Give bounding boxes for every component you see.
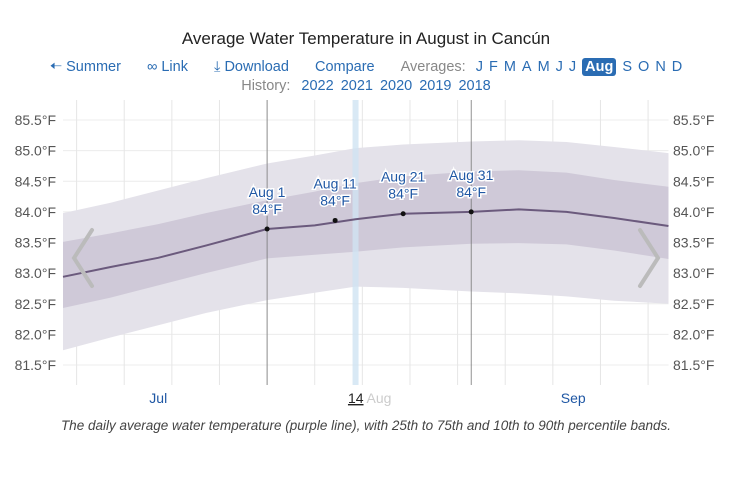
month-5[interactable]: J xyxy=(555,59,563,75)
month-7[interactable]: Aug xyxy=(582,58,617,76)
annotation-date: Aug 1 xyxy=(249,184,286,200)
nav-bar: 🠠 Summer ∞ Link ⤓ Download Compare Avera… xyxy=(0,56,732,81)
y-tick-right: 84.5°F xyxy=(673,173,714,189)
y-tick-left: 85.5°F xyxy=(15,112,56,128)
year-2018[interactable]: 2018 xyxy=(458,78,491,94)
year-2020[interactable]: 2020 xyxy=(379,78,413,94)
annotation-date: Aug 31 xyxy=(449,167,494,183)
month-6[interactable]: J xyxy=(568,59,577,75)
month-3[interactable]: A xyxy=(521,59,532,75)
month-4[interactable]: M xyxy=(537,59,550,75)
band-25-75 xyxy=(63,170,669,309)
year-2019[interactable]: 2019 xyxy=(419,78,452,94)
y-tick-right: 85.5°F xyxy=(673,112,714,128)
y-tick-right: 83.0°F xyxy=(673,265,714,281)
y-tick-left: 82.0°F xyxy=(15,326,56,342)
y-tick-left: 85.0°F xyxy=(15,143,56,159)
y-tick-left: 84.5°F xyxy=(15,173,56,189)
annotation-date: Aug 11 xyxy=(313,175,357,191)
data-point xyxy=(468,209,474,215)
chevron-right-icon[interactable] xyxy=(638,228,661,288)
y-tick-left: 83.5°F xyxy=(15,235,56,251)
chevron-left-icon[interactable] xyxy=(71,228,94,288)
y-tick-left: 84.0°F xyxy=(15,204,56,220)
year-2021[interactable]: 2021 xyxy=(340,78,373,94)
month-list: J F M A M J J Aug S O N D xyxy=(470,58,683,76)
month-1[interactable]: F xyxy=(488,59,498,75)
month-11[interactable]: D xyxy=(671,59,683,75)
chart-caption: The daily average water temperature (pur… xyxy=(60,418,672,433)
chart-title: Average Water Temperature in August in C… xyxy=(181,29,551,48)
link-label: Link xyxy=(161,59,188,75)
x-tick: Sep xyxy=(561,390,586,406)
annotation-value: 84°F xyxy=(252,201,282,217)
compare-button[interactable]: Compare xyxy=(314,59,375,75)
month-9[interactable]: O xyxy=(638,59,650,75)
annotation-date: Aug 21 xyxy=(381,169,426,185)
data-point xyxy=(332,217,338,223)
y-tick-right: 84.0°F xyxy=(673,204,714,220)
download-icon: ⤓ xyxy=(213,59,221,75)
back-summer-link[interactable]: 🠠 Summer xyxy=(50,56,121,81)
y-tick-right: 85.0°F xyxy=(673,143,714,159)
y-tick-left: 83.0°F xyxy=(15,265,56,281)
history-row: History: 2022 2021 2020 2019 2018 xyxy=(0,78,732,94)
month-10[interactable]: N xyxy=(655,59,666,75)
x-tick: Jul xyxy=(149,390,167,406)
month-0[interactable]: J xyxy=(475,59,483,75)
year-list: 2022 2021 2020 2019 2018 xyxy=(294,78,490,94)
y-tick-right: 82.5°F xyxy=(673,296,714,312)
annotation-value: 84°F xyxy=(320,192,350,208)
data-point xyxy=(400,211,406,217)
back-label: Summer xyxy=(66,59,121,75)
link-icon: ∞ xyxy=(146,59,158,75)
month-8[interactable]: S xyxy=(622,59,633,75)
x-tick-faded: Aug xyxy=(367,390,392,406)
averages-label: Averages: xyxy=(400,59,466,75)
y-tick-right: 81.5°F xyxy=(673,357,714,373)
annotation-value: 84°F xyxy=(388,186,418,202)
y-tick-right: 83.5°F xyxy=(673,235,714,251)
y-tick-left: 81.5°F xyxy=(15,357,56,373)
temperature-chart: 85.5°F 85.5°F 85.0°F 85.0°F 84.5°F 84.5°F 84.0… xyxy=(15,100,714,406)
highlight-day-label: 14 xyxy=(348,390,364,406)
month-2[interactable]: M xyxy=(503,59,516,75)
highlight-day xyxy=(352,100,359,385)
history-label: History: xyxy=(241,78,291,94)
year-2022[interactable]: 2022 xyxy=(301,78,334,94)
download-label: Download xyxy=(224,59,289,75)
y-tick-right: 82.0°F xyxy=(673,326,714,342)
download-button[interactable]: ⤓ Download xyxy=(214,59,289,75)
y-tick-left: 82.5°F xyxy=(15,296,56,312)
arrow-left-icon: 🠠 xyxy=(49,59,63,75)
data-point xyxy=(264,226,270,232)
link-button[interactable]: ∞ Link xyxy=(147,59,188,75)
average-line xyxy=(62,208,669,278)
annotation-value: 84°F xyxy=(456,184,486,200)
